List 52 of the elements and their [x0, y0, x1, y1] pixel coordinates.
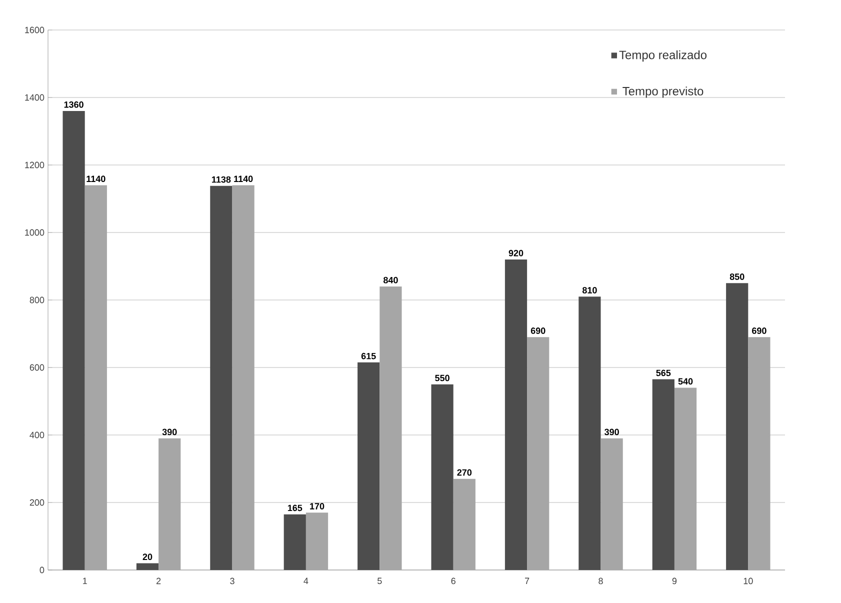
legend-label: Tempo previsto	[622, 86, 704, 98]
data-label: 20	[142, 554, 152, 560]
data-label: 1138	[212, 176, 231, 183]
data-label: 270	[457, 469, 472, 476]
bar	[431, 384, 454, 570]
y-tick-label: 600	[30, 364, 44, 371]
y-tick-label: 0	[40, 566, 44, 574]
data-label: 690	[530, 328, 546, 334]
x-tick-label: 8	[598, 578, 603, 584]
bar	[284, 514, 306, 570]
data-label: 165	[288, 504, 302, 512]
bar	[136, 563, 159, 570]
data-label: 1360	[64, 101, 84, 108]
data-label: 850	[730, 274, 744, 280]
data-label: 920	[508, 250, 524, 256]
data-label: 550	[435, 374, 450, 382]
x-tick-label: 4	[304, 578, 308, 584]
y-tick-label: 800	[30, 296, 44, 304]
x-tick-label: 6	[451, 578, 456, 584]
data-label: 840	[383, 276, 398, 284]
bar	[62, 110, 85, 570]
data-label: 1140	[234, 176, 253, 182]
y-tick-label: 200	[30, 499, 44, 506]
x-tick-label: 9	[672, 578, 677, 584]
data-label: 170	[310, 503, 324, 510]
x-tick-label: 3	[230, 578, 234, 584]
x-tick-label: 1	[83, 578, 87, 584]
x-tick-label: 10	[744, 578, 753, 584]
data-label: 810	[582, 287, 597, 294]
bar	[578, 296, 601, 570]
bar	[210, 186, 232, 570]
x-tick-label: 5	[378, 578, 382, 584]
y-tick-label: 1000	[25, 229, 44, 236]
data-label: 390	[162, 428, 177, 436]
data-label: 540	[678, 378, 693, 385]
data-label: 390	[604, 428, 619, 436]
y-tick-label: 1200	[25, 162, 44, 168]
y-tick-label: 1600	[25, 26, 44, 34]
bar	[652, 379, 674, 570]
bar	[726, 283, 748, 570]
data-label: 615	[361, 352, 376, 360]
bar	[358, 362, 380, 570]
x-tick-label: 7	[525, 578, 530, 584]
y-tick-label: 1400	[25, 94, 44, 101]
y-tick-label: 400	[30, 432, 44, 438]
bar	[504, 259, 528, 570]
x-tick-label: 2	[156, 578, 161, 584]
data-label: 565	[656, 370, 671, 376]
data-label: 690	[752, 328, 766, 334]
data-label: 1140	[86, 176, 106, 182]
legend-label: Tempo realizado	[619, 50, 707, 62]
bar	[306, 512, 328, 570]
